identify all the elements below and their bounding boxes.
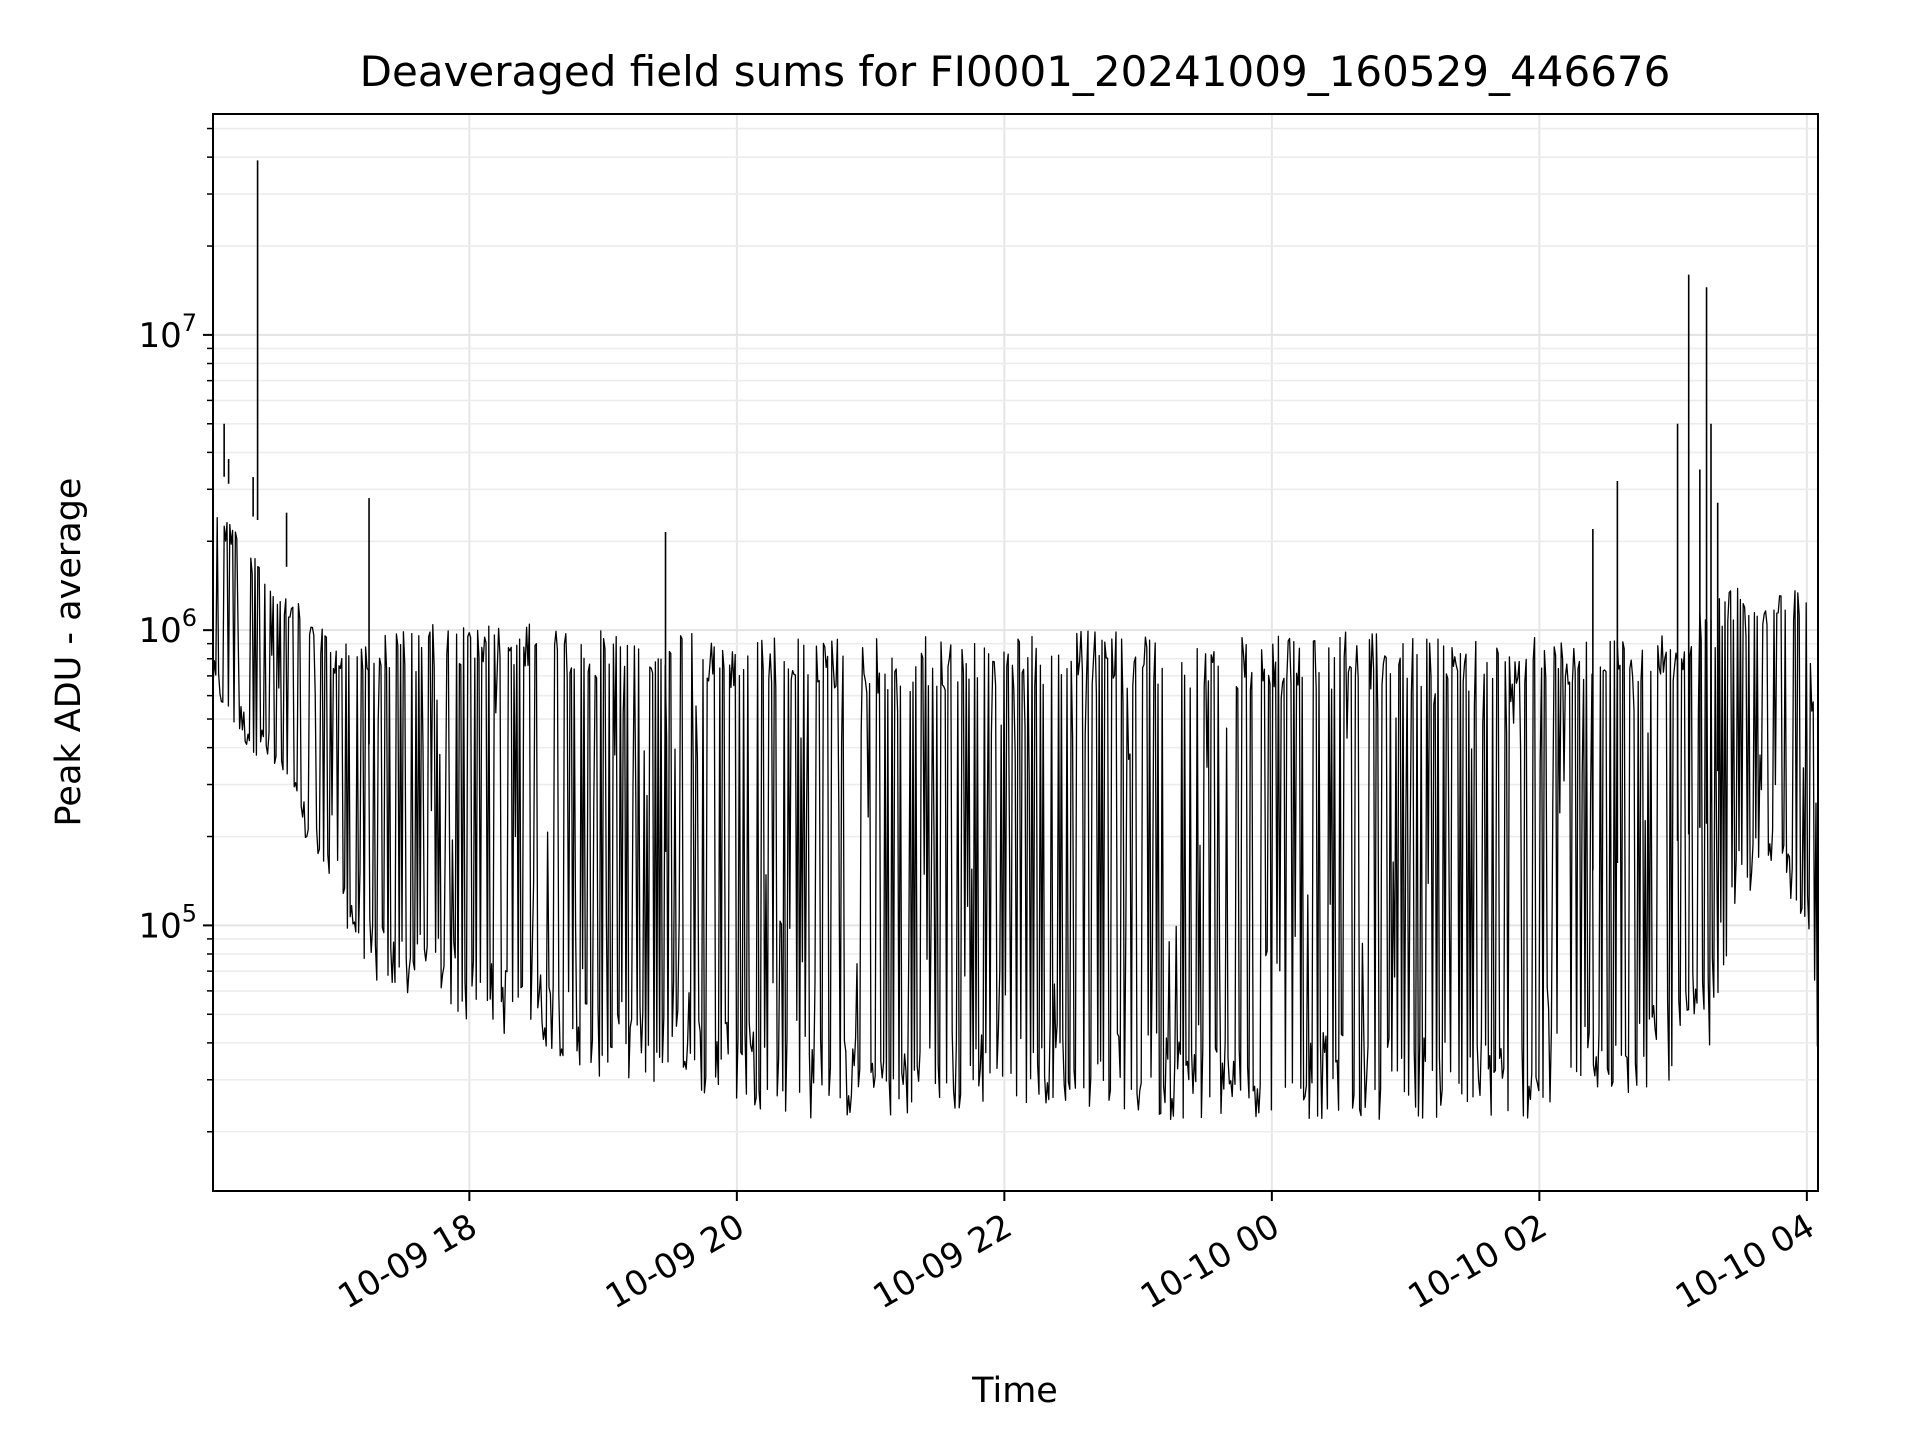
y-tick-label: 107 [138, 309, 197, 356]
chart-title: Deaveraged field sums for FI0001_2024100… [360, 47, 1671, 96]
x-axis-label: Time [971, 1371, 1058, 1411]
plot-frame [212, 113, 1819, 1192]
y-tick-exponent: 5 [182, 899, 197, 927]
y-tick-base: 10 [138, 906, 181, 946]
y-tick-exponent: 6 [182, 604, 197, 632]
y-tick-label: 105 [138, 899, 197, 946]
y-tick-exponent: 7 [182, 309, 197, 337]
y-axis-label: Peak ADU - average [49, 478, 89, 827]
y-tick-base: 10 [138, 316, 181, 356]
series-line [212, 160, 1819, 1121]
series-path [212, 517, 1819, 1121]
y-tick-base: 10 [138, 611, 181, 651]
y-tick-label: 106 [138, 604, 197, 651]
